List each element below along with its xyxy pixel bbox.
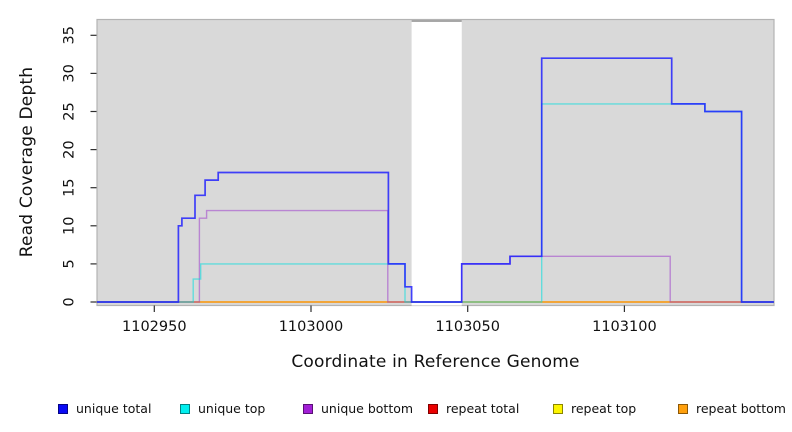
y-tick-label: 10 — [62, 217, 78, 235]
legend-swatch-unique-bottom — [303, 403, 313, 414]
legend-label: repeat total — [446, 401, 520, 416]
legend-swatch-repeat-total — [428, 403, 438, 414]
gap-band — [411, 20, 462, 306]
legend-label: unique top — [198, 401, 266, 416]
x-tick-label: 1103000 — [279, 319, 344, 335]
legend-label: repeat bottom — [696, 401, 786, 416]
y-tick-label: 0 — [62, 297, 78, 306]
y-tick-label: 35 — [62, 26, 78, 44]
y-tick-label: 20 — [62, 140, 78, 158]
x-tick-label: 1102950 — [122, 319, 187, 335]
legend-label: unique bottom — [321, 401, 414, 416]
legend-label: unique total — [76, 401, 152, 416]
legend-swatch-repeat-top — [553, 403, 563, 414]
legend-item-unique-total: unique total — [58, 401, 151, 416]
x-axis-title: Coordinate in Reference Genome — [291, 352, 580, 372]
y-tick-label: 30 — [62, 64, 78, 82]
legend-item-repeat-total: repeat total — [428, 401, 519, 416]
legend-item-repeat-bottom: repeat bottom — [678, 401, 786, 416]
y-tick-label: 25 — [62, 102, 78, 120]
legend-label: repeat top — [571, 401, 637, 416]
y-axis-title: Read Coverage Depth — [17, 66, 37, 258]
x-tick-label: 1103100 — [592, 319, 657, 335]
x-tick-label: 1103050 — [435, 319, 500, 335]
legend-item-repeat-top: repeat top — [553, 401, 636, 416]
plot-area: 1102950 1103000 1103050 1103100 0 5 10 15 20 25 30… — [62, 18, 775, 335]
y-tick-label: 5 — [62, 259, 78, 268]
series-unique-total — [96, 57, 774, 303]
legend-swatch-repeat-bottom — [678, 403, 688, 414]
legend-swatch-unique-top — [180, 403, 190, 414]
legend-item-unique-top: unique top — [180, 401, 265, 416]
legend-item-unique-bottom: unique bottom — [303, 401, 413, 416]
y-tick-label: 15 — [62, 178, 78, 196]
legend-swatch-unique-total — [58, 403, 68, 414]
